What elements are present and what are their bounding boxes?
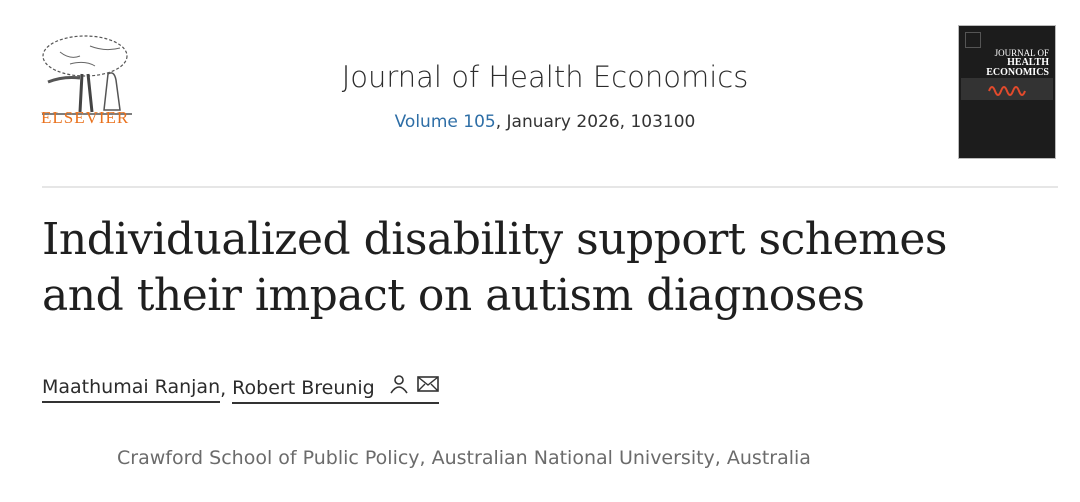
author-name: Robert Breunig <box>232 377 375 399</box>
cover-title-line: JOURNAL OF <box>994 48 1049 58</box>
author-link[interactable]: Robert Breunig <box>232 374 439 404</box>
cover-band <box>961 78 1053 100</box>
envelope-icon <box>416 376 439 392</box>
author-list: Maathumai Ranjan, Robert Breunig <box>42 374 439 404</box>
article-title: Individualized disability support scheme… <box>42 212 1042 324</box>
volume-link[interactable]: Volume 105 <box>394 112 496 132</box>
cover-logo-icon <box>965 32 981 48</box>
issue-details: , January 2026, 103100 <box>495 112 696 132</box>
journal-cover[interactable]: JOURNAL OF HEALTH ECONOMICS <box>958 25 1056 159</box>
article-title-line: Individualized disability support scheme… <box>42 214 947 265</box>
person-icon <box>390 375 408 394</box>
cover-title-line: HEALTH <box>1007 57 1049 68</box>
journal-volume-info: Volume 105, January 2026, 103100 <box>0 112 1080 132</box>
cover-title-line: ECONOMICS <box>986 67 1049 78</box>
author-separator: , <box>220 378 227 400</box>
author-name: Maathumai Ranjan <box>42 375 221 398</box>
tree-logo-icon <box>42 35 132 115</box>
header-divider <box>42 186 1058 188</box>
cover-title: JOURNAL OF HEALTH ECONOMICS <box>986 48 1049 78</box>
journal-title[interactable]: Journal of Health Economics <box>341 60 749 94</box>
wave-icon <box>988 86 1026 96</box>
elsevier-wordmark: ELSEVIER <box>41 108 130 127</box>
article-title-line: and their impact on autism diagnoses <box>42 270 865 321</box>
affiliation: Crawford School of Public Policy, Austra… <box>117 447 811 469</box>
author-link[interactable]: Maathumai Ranjan <box>42 375 221 403</box>
